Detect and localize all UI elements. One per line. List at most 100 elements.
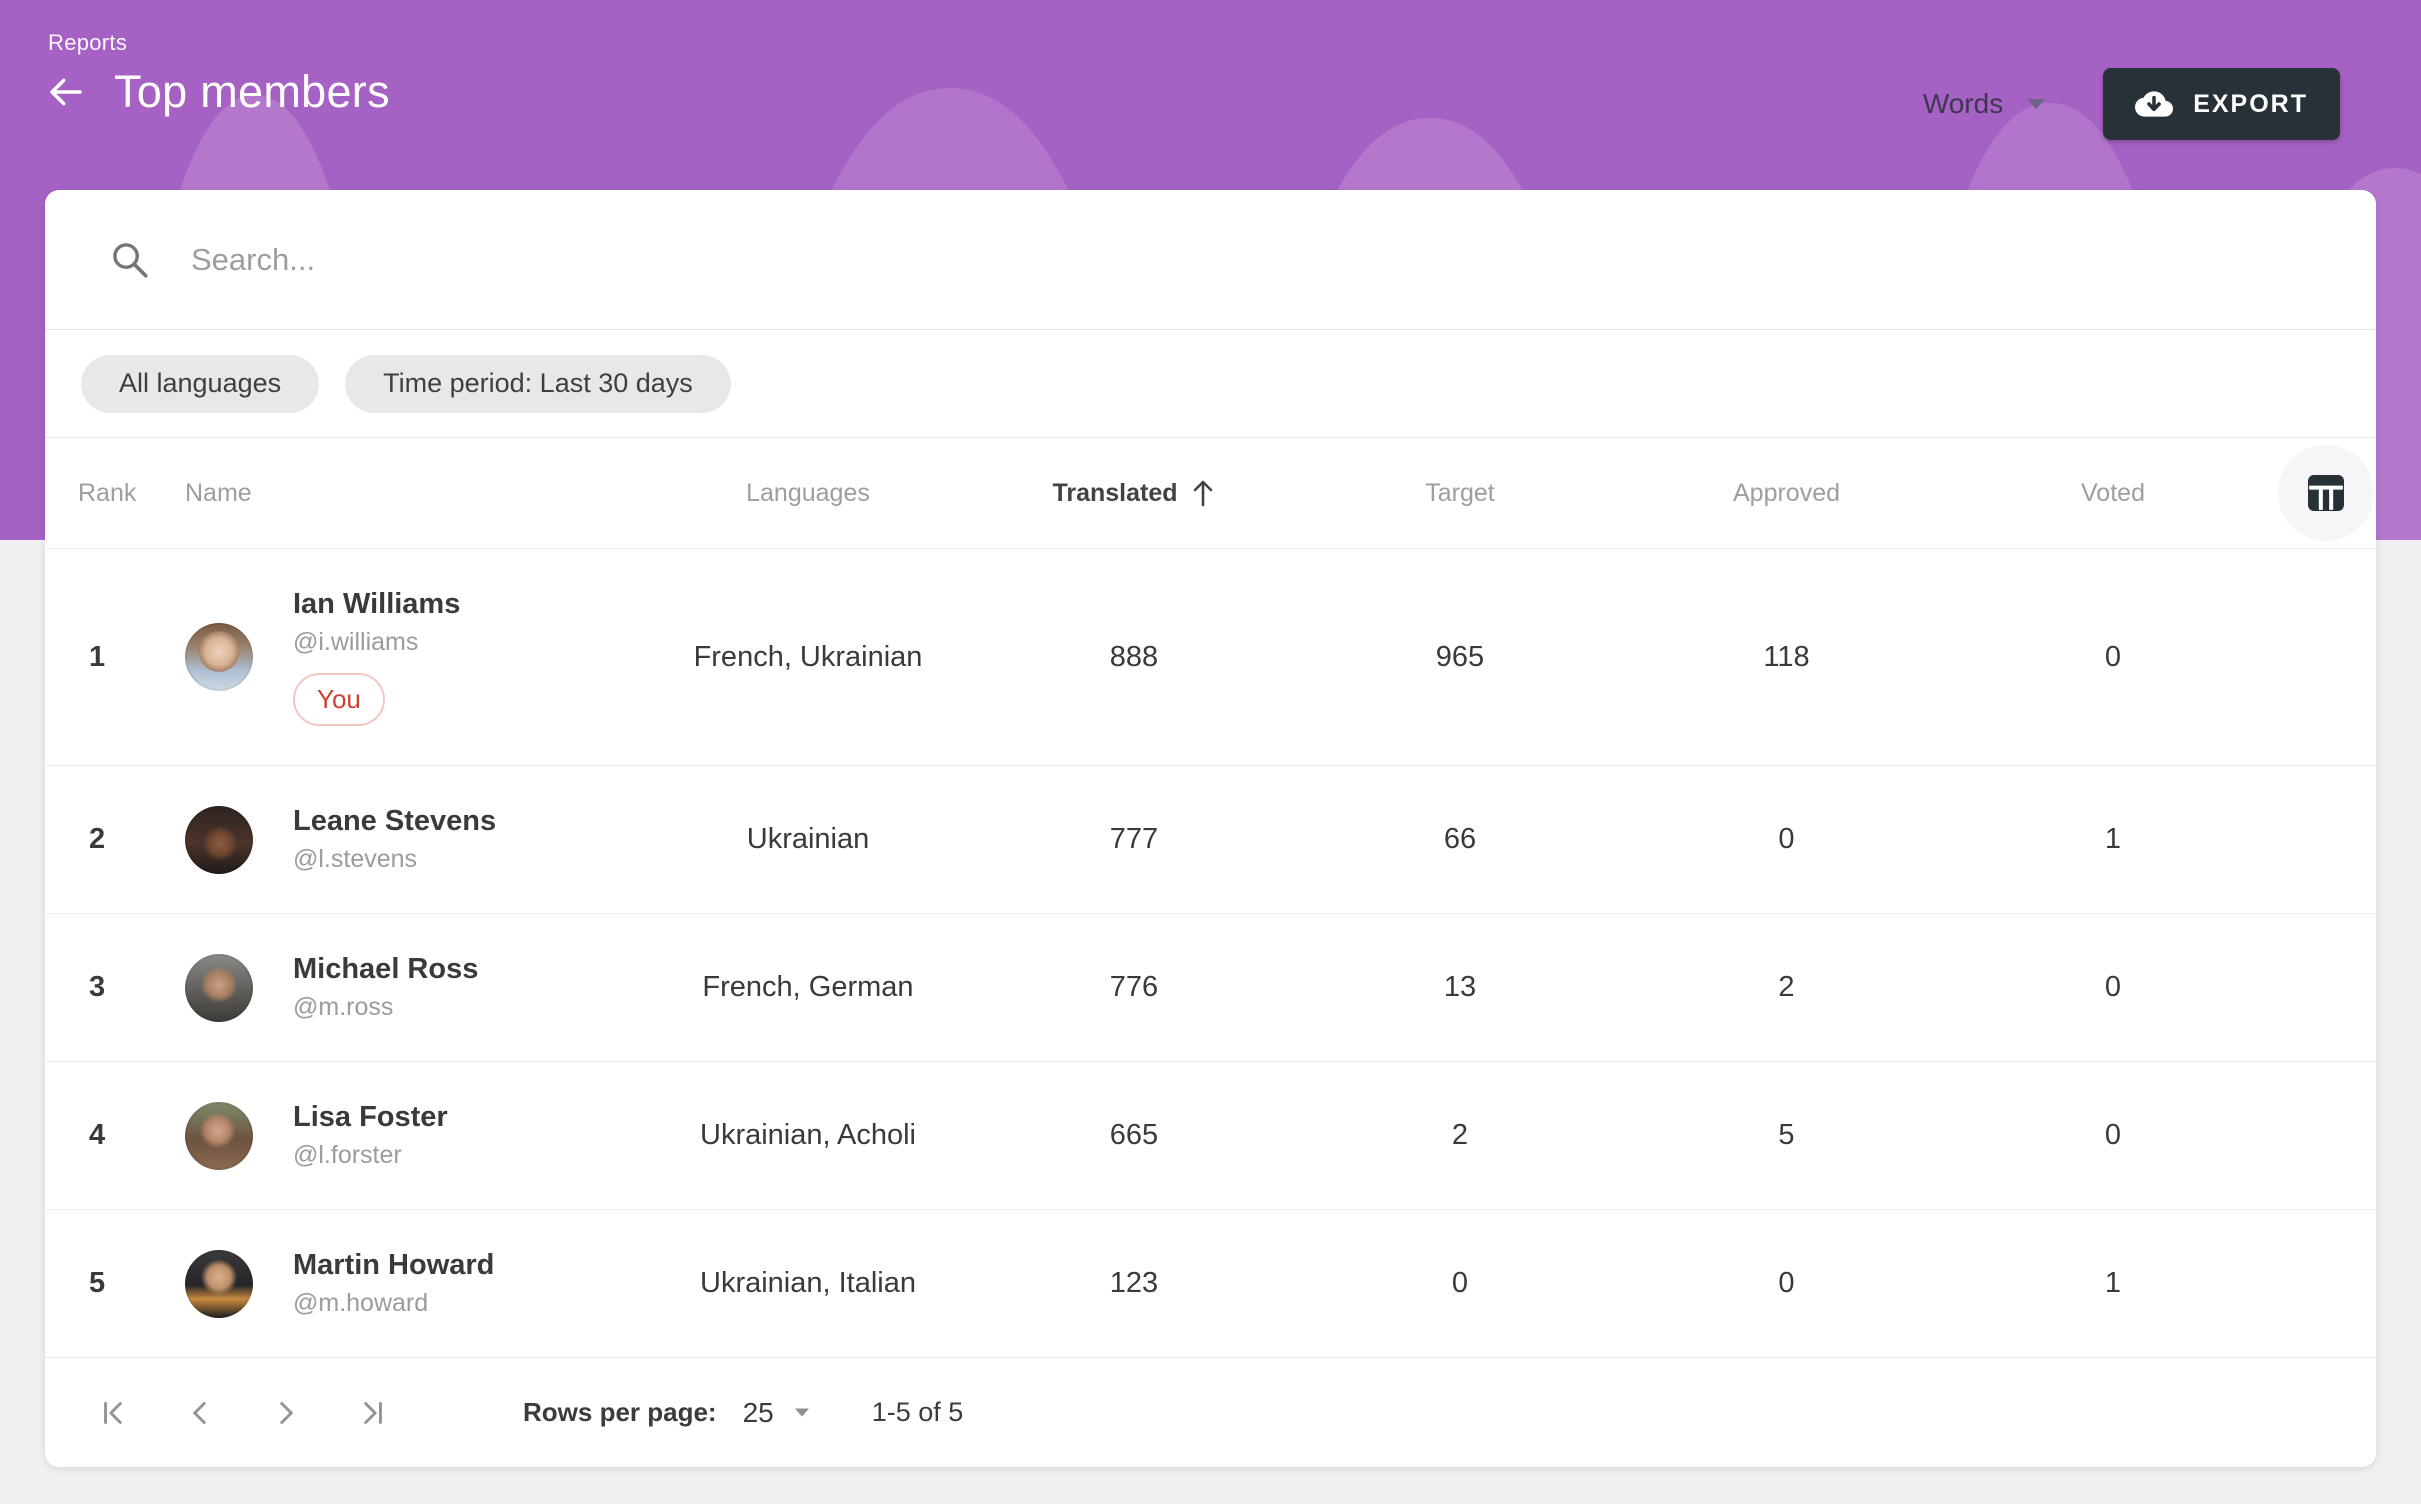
report-unit-dropdown[interactable]: Words	[1919, 80, 2051, 128]
report-unit-value: Words	[1922, 88, 2004, 119]
voted-cell: 0	[2104, 1119, 2122, 1151]
sort-arrow-up-icon	[1193, 480, 1212, 507]
chevron-left-icon	[193, 1401, 206, 1424]
rank-cell: 4	[89, 1119, 106, 1151]
back-button[interactable]	[44, 70, 88, 114]
name-cell: Leane Stevens @l.stevens	[185, 805, 645, 874]
column-header-voted[interactable]: Voted	[2081, 478, 2145, 507]
member-username: @m.howard	[293, 1289, 429, 1317]
translated-cell: 123	[1109, 1267, 1159, 1299]
voted-cell: 1	[2104, 823, 2122, 855]
approved-cell: 5	[1778, 1119, 1795, 1151]
target-cell: 13	[1443, 971, 1477, 1003]
target-cell: 0	[1451, 1267, 1469, 1299]
languages-cell: Ukrainian, Acholi	[700, 1119, 916, 1151]
member-username: @m.ross	[293, 993, 394, 1021]
approved-cell: 118	[1763, 640, 1810, 673]
column-header-rank[interactable]: Rank	[78, 478, 137, 507]
column-header-name[interactable]: Name	[185, 478, 252, 507]
column-header-languages[interactable]: Languages	[746, 478, 870, 507]
voted-cell: 0	[2104, 971, 2122, 1003]
column-header-target[interactable]: Target	[1425, 478, 1495, 507]
translated-cell: 777	[1109, 823, 1159, 855]
avatar	[185, 953, 253, 1022]
top-members-card: All languages Time period: Last 30 days …	[45, 190, 2376, 1467]
search-input[interactable]	[191, 241, 2312, 278]
translated-cell: 665	[1109, 1119, 1159, 1151]
target-cell: 965	[1435, 640, 1485, 673]
name-cell: Michael Ross @m.ross	[185, 953, 645, 1022]
chevron-down-icon	[2027, 99, 2046, 109]
table-row[interactable]: 1 Ian Williams @i.williams You French, U…	[45, 548, 2376, 765]
pagination-bar: Rows per page: 25 1-5 of 5	[45, 1357, 2376, 1467]
table-body: 1 Ian Williams @i.williams You French, U…	[45, 548, 2376, 1357]
column-header-translated-label: Translated	[1052, 478, 1178, 507]
table-row[interactable]: 3 Michael Ross @m.ross French, German 77…	[45, 913, 2376, 1061]
export-button[interactable]: EXPORT	[2103, 68, 2340, 140]
avatar	[185, 1249, 253, 1318]
member-username: @l.stevens	[293, 845, 418, 873]
member-name: Martin Howard	[293, 1249, 495, 1281]
approved-cell: 0	[1778, 1267, 1795, 1299]
column-header-approved[interactable]: Approved	[1732, 478, 1841, 507]
first-page-button[interactable]	[93, 1392, 135, 1434]
rank-cell: 2	[89, 823, 106, 855]
arrow-left-icon	[50, 78, 82, 106]
columns-icon	[2308, 475, 2344, 511]
rank-cell: 1	[89, 640, 106, 673]
filter-chips: All languages Time period: Last 30 days	[45, 330, 2376, 438]
avatar	[185, 1101, 253, 1170]
rows-per-page-value: 25	[742, 1396, 774, 1428]
member-name: Ian Williams	[293, 588, 461, 620]
member-name: Lisa Foster	[293, 1101, 448, 1133]
member-username: @l.forster	[293, 1141, 402, 1169]
rows-per-page-label: Rows per page:	[523, 1397, 717, 1427]
you-badge: You	[293, 673, 385, 726]
languages-cell: Ukrainian	[746, 823, 870, 855]
languages-cell: French, German	[702, 971, 914, 1003]
last-page-icon	[364, 1401, 382, 1424]
table-row[interactable]: 2 Leane Stevens @l.stevens Ukrainian 777…	[45, 765, 2376, 913]
chevron-down-icon	[794, 1408, 809, 1417]
target-cell: 2	[1451, 1119, 1469, 1151]
next-page-button[interactable]	[265, 1392, 307, 1434]
search-icon	[113, 242, 148, 278]
member-name: Michael Ross	[293, 953, 479, 985]
languages-cell: Ukrainian, Italian	[700, 1267, 916, 1299]
column-header-translated[interactable]: Translated	[1052, 478, 1215, 508]
rank-cell: 5	[89, 1267, 106, 1299]
name-cell: Ian Williams @i.williams You	[185, 588, 645, 726]
member-username: @i.williams	[293, 628, 419, 656]
filter-chip-time-period[interactable]: Time period: Last 30 days	[345, 354, 731, 413]
search-bar	[45, 190, 2376, 330]
export-button-label: EXPORT	[2193, 89, 2308, 118]
avatar	[185, 623, 253, 691]
rows-per-page-select[interactable]: 25	[743, 1397, 810, 1429]
languages-cell: French, Ukrainian	[693, 640, 923, 673]
column-settings-button[interactable]	[2278, 445, 2374, 541]
name-cell: Lisa Foster @l.forster	[185, 1101, 645, 1170]
approved-cell: 0	[1778, 823, 1795, 855]
rank-cell: 3	[89, 971, 106, 1003]
previous-page-button[interactable]	[179, 1392, 221, 1434]
table-row[interactable]: 4 Lisa Foster @l.forster Ukrainian, Acho…	[45, 1061, 2376, 1209]
translated-cell: 888	[1109, 640, 1159, 673]
chevron-right-icon	[280, 1401, 293, 1424]
last-page-button[interactable]	[351, 1392, 393, 1434]
pagination-range: 1-5 of 5	[871, 1397, 964, 1427]
approved-cell: 2	[1778, 971, 1795, 1003]
page-title: Top members	[114, 66, 390, 117]
avatar	[185, 805, 253, 874]
voted-cell: 1	[2104, 1267, 2122, 1299]
cloud-download-icon	[2135, 91, 2174, 117]
translated-cell: 776	[1109, 971, 1159, 1003]
target-cell: 66	[1443, 823, 1477, 855]
filter-chip-languages[interactable]: All languages	[81, 354, 320, 413]
table-row[interactable]: 5 Martin Howard @m.howard Ukrainian, Ita…	[45, 1209, 2376, 1357]
member-name: Leane Stevens	[293, 805, 497, 837]
first-page-icon	[104, 1401, 122, 1424]
table-header-row: Rank Name Languages Translated Target Ap…	[45, 438, 2376, 548]
name-cell: Martin Howard @m.howard	[185, 1249, 645, 1318]
voted-cell: 0	[2104, 640, 2122, 673]
breadcrumb[interactable]: Reports	[48, 30, 128, 55]
